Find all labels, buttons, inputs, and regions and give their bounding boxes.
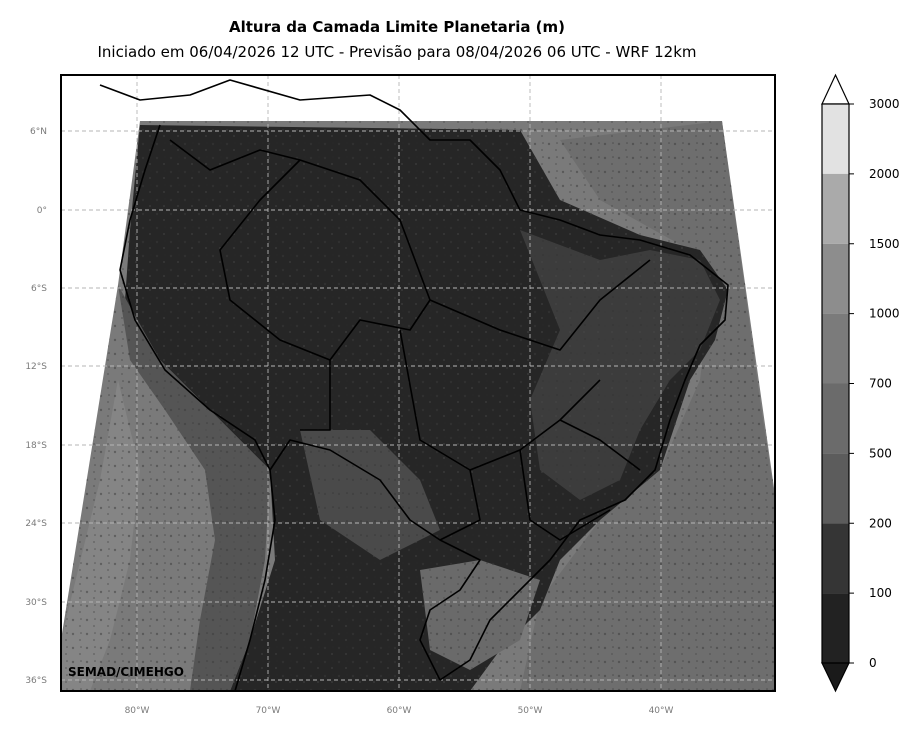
brazil-border <box>219 159 431 361</box>
colorbar-tick-label: 0 <box>869 656 877 670</box>
lat-tick: 6°S <box>31 284 47 294</box>
colorbar-tick-label: 200 <box>869 516 892 530</box>
colorbar-band <box>822 453 849 524</box>
map-title: Altura da Camada Limite Planetaria (m) <box>228 18 566 36</box>
lon-tick: 80°W <box>125 706 150 716</box>
map-frame <box>60 74 776 692</box>
colorbar-band <box>822 313 849 384</box>
colorbar-band <box>822 104 849 174</box>
lon-tick: 50°W <box>518 706 543 716</box>
internal-border-g <box>169 139 301 171</box>
colorbar-under-arrow <box>821 662 850 693</box>
lat-tick: 30°S <box>25 598 47 608</box>
colorbar-band <box>822 173 849 244</box>
internal-border-e <box>300 360 331 431</box>
colorbar-tick-label: 1000 <box>869 307 900 321</box>
lon-tick: 60°W <box>387 706 412 716</box>
coastlines-borders <box>99 79 729 691</box>
colorbar-band <box>822 243 849 314</box>
colorbar-tick-label: 3000 <box>869 97 900 111</box>
internal-border-f <box>519 449 611 541</box>
map-subtitle: Iniciado em 06/04/2026 12 UTC - Previsão… <box>97 43 697 61</box>
lon-tick: 40°W <box>649 706 674 716</box>
lat-tick: 0° <box>37 206 47 216</box>
map-credit: SEMAD/CIMEHGO <box>68 665 184 679</box>
lat-tick: 24°S <box>25 519 47 529</box>
colorbar-band <box>822 523 849 594</box>
colorbar-tick-label: 1500 <box>869 237 900 251</box>
internal-border-a <box>429 259 651 351</box>
south-america-coastline <box>99 79 729 691</box>
lat-tick: 12°S <box>25 362 47 372</box>
lat-tick: 36°S <box>25 676 47 686</box>
colorbar-bands <box>822 104 849 663</box>
colorbar-tick-label: 500 <box>869 446 892 460</box>
lon-ticks: 80°W 70°W 60°W 50°W 40°W <box>125 706 674 716</box>
internal-border-c <box>439 469 481 541</box>
pacific-coastline <box>119 124 271 471</box>
colorbar-band <box>822 383 849 454</box>
internal-border-b <box>399 329 601 471</box>
lon-tick: 70°W <box>256 706 281 716</box>
colorbar-over-arrow <box>821 73 850 105</box>
colorbar-tick-label: 2000 <box>869 167 900 181</box>
internal-border-d <box>559 419 641 471</box>
lat-ticks: 6°N 0° 6°S 12°S 18°S 24°S 30°S 36°S <box>25 127 47 686</box>
gridlines <box>61 75 775 691</box>
map-area: SEMAD/CIMEHGO <box>61 75 775 691</box>
lat-tick: 6°N <box>30 127 47 137</box>
lat-tick: 18°S <box>25 441 47 451</box>
colorbar-tick-label: 100 <box>869 586 892 600</box>
colorbar-band <box>822 593 849 663</box>
colorbar-tick-label: 700 <box>869 377 892 391</box>
